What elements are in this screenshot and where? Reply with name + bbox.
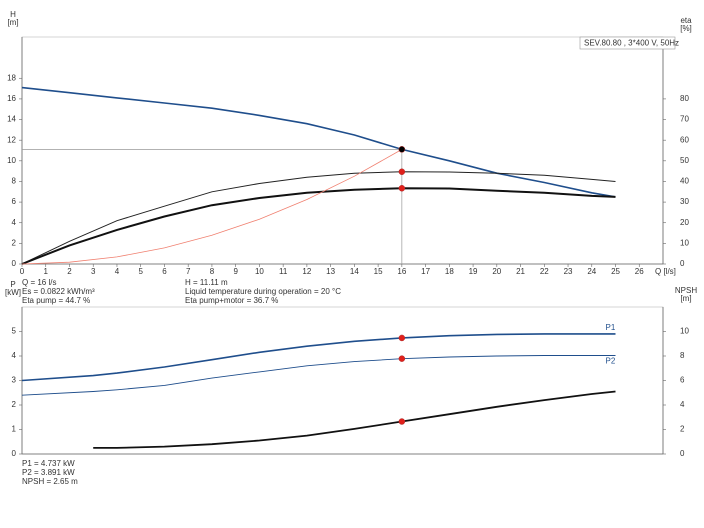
x-tick-label: 6 [162,267,167,276]
y2-axis-label: [m] [680,294,691,303]
curve [21,333,616,382]
y2-tick-label: 4 [680,400,685,409]
y2-tick-label: 8 [680,351,685,360]
y2-tick-label: 80 [680,94,689,103]
y2-tick-label: 0 [680,449,685,458]
x-tick-label: 22 [540,267,549,276]
y2-axis-label: [%] [680,24,692,33]
info-text: Liquid temperature during operation = 20… [185,287,341,296]
x-tick-label: 8 [210,267,215,276]
curve [21,86,616,198]
curve [93,390,616,449]
curve [21,355,616,396]
legend-title: SEV.80.80 , 3*400 V, 50Hz [584,39,679,48]
x-tick-label: 7 [186,267,191,276]
operating-point [398,168,406,176]
series-label: P2 [606,357,616,366]
y2-tick-label: 70 [680,115,689,124]
operating-point [398,418,406,425]
x-tick-label: 18 [445,267,454,276]
legend-box [579,36,676,50]
y-tick-label: 16 [7,94,16,103]
y2-tick-label: 20 [680,218,689,227]
y-axis-label: P [10,280,15,289]
y-tick-label: 18 [7,73,16,82]
x-tick-label: 19 [469,267,478,276]
x-tick-label: 10 [255,267,264,276]
x-tick-label: 11 [279,267,288,276]
y2-tick-label: 60 [680,135,689,144]
y-tick-label: 10 [7,156,16,165]
y-tick-label: 2 [12,238,17,247]
x-tick-label: 24 [587,267,596,276]
info-text: P1 = 4.737 kW [22,459,75,468]
y2-tick-label: 10 [680,238,689,247]
x-tick-label: 23 [564,267,573,276]
curve [21,187,616,265]
y-tick-label: 8 [12,177,17,186]
y-tick-label: 12 [7,135,16,144]
x-tick-label: 13 [326,267,335,276]
x-tick-label: 9 [233,267,238,276]
x-tick-label: 2 [67,267,72,276]
x-tick-label: 5 [138,267,143,276]
operating-point [398,185,406,192]
x-tick-label: 12 [302,267,311,276]
info-text: Eta pump+motor = 36.7 % [185,296,278,305]
y-tick-label: 4 [12,351,17,360]
y2-axis-label: eta [680,16,692,25]
x-tick-label: 4 [115,267,120,276]
curve [21,149,403,265]
operating-point [398,146,406,153]
y-tick-label: 1 [12,425,17,434]
y-tick-label: 6 [12,197,17,206]
x-tick-label: 25 [611,267,620,276]
x-tick-label: 16 [397,267,406,276]
y2-tick-label: 6 [680,376,685,385]
y-tick-label: 3 [12,376,17,385]
info-text: Q = 16 l/s [22,278,56,287]
y-tick-label: 0 [12,449,17,458]
info-text: P2 = 3.891 kW [22,468,75,477]
info-text: H = 11.11 m [185,278,228,287]
x-tick-label: 26 [635,267,644,276]
x-tick-label: 1 [44,267,49,276]
plot-frame [21,306,664,455]
y2-tick-label: 2 [680,425,685,434]
x-tick-label: 15 [374,267,383,276]
y-tick-label: 4 [12,218,17,227]
y-axis-label: [kW] [5,288,21,297]
x-tick-label: 14 [350,267,359,276]
series-label: P1 [606,323,616,332]
y-tick-label: 14 [7,115,16,124]
y2-tick-label: 0 [680,259,685,268]
x-tick-label: 0 [20,267,25,276]
x-tick-label: 20 [492,267,501,276]
info-text: Es = 0.0822 kWh/m³ [22,287,95,296]
y2-tick-label: 40 [680,177,689,186]
y-axis-label: H [10,10,16,19]
y2-tick-label: 30 [680,197,689,206]
operating-point [398,334,406,342]
y-axis-label: [m] [7,18,18,27]
x-tick-label: 3 [91,267,96,276]
x-axis-label: Q [l/s] [655,267,676,276]
curve [21,171,616,265]
y-tick-label: 2 [12,400,17,409]
y2-tick-label: 50 [680,156,689,165]
info-text: Eta pump = 44.7 % [22,296,90,305]
info-text: NPSH = 2.65 m [22,477,78,486]
operating-point [398,355,406,362]
x-tick-label: 17 [421,267,430,276]
y-tick-label: 5 [12,327,17,336]
x-tick-label: 21 [516,267,525,276]
y2-tick-label: 10 [680,327,689,336]
y2-axis-label: NPSH [675,286,697,295]
y-tick-label: 0 [12,259,17,268]
